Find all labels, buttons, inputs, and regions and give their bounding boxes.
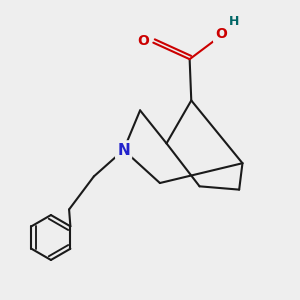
Text: O: O <box>137 34 149 48</box>
Text: O: O <box>215 27 227 41</box>
Text: N: N <box>117 142 130 158</box>
Text: H: H <box>229 15 239 28</box>
